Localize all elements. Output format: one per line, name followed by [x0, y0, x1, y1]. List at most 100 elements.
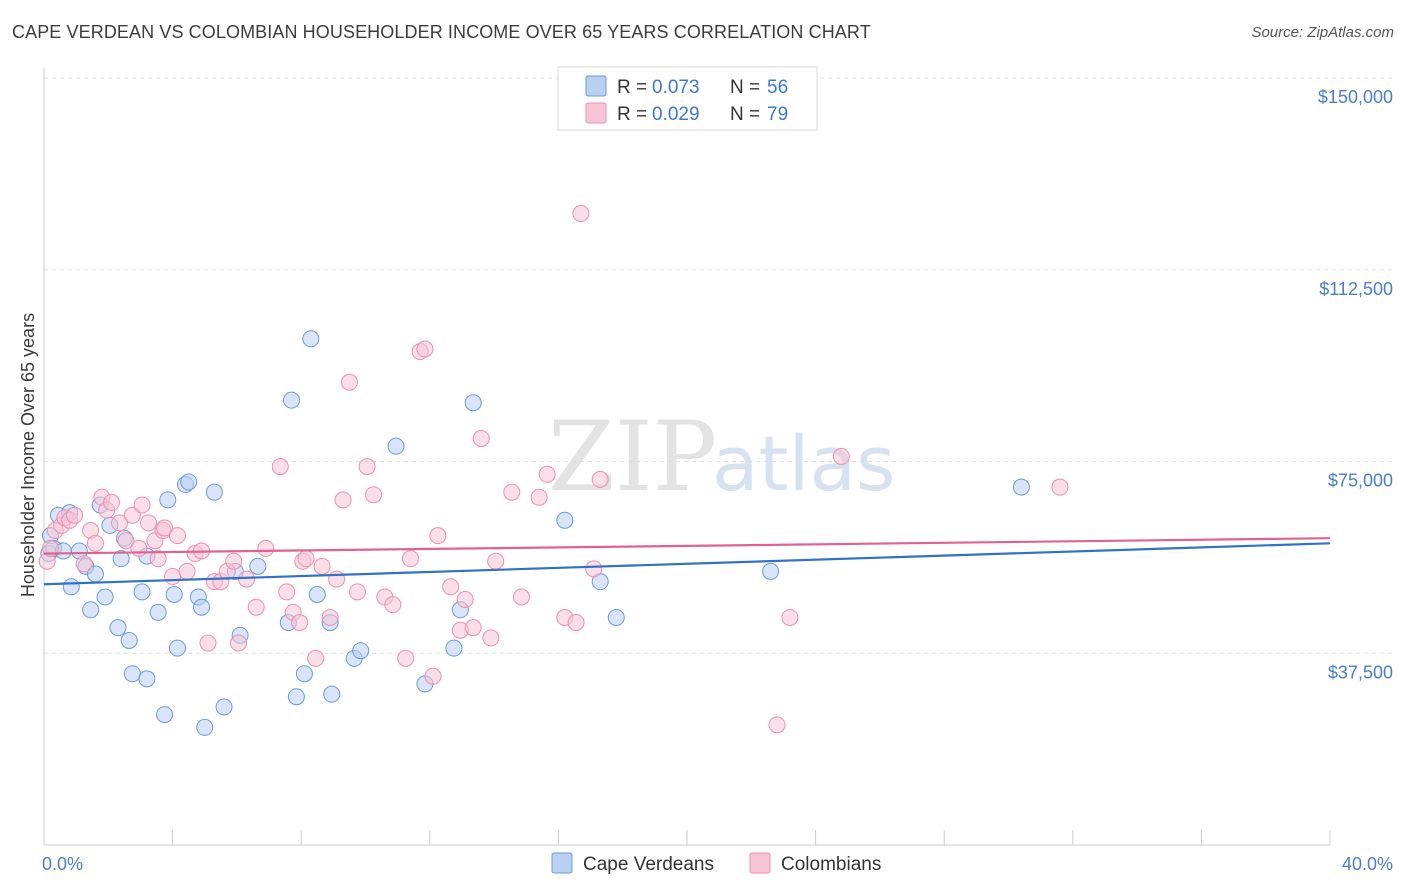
y-tick-label-0: $150,000 [1318, 87, 1393, 107]
x-tick-label-min: 0.0% [42, 854, 83, 874]
watermark-zip: ZIP [548, 401, 717, 513]
colombian-point-70 [538, 465, 556, 483]
colombian-point-58 [424, 667, 442, 685]
colombian-point-7 [75, 555, 93, 573]
colombian-point-35 [247, 598, 265, 616]
cape-verdean-point-15 [112, 550, 130, 568]
cape-verdean-point-46 [352, 642, 370, 660]
colombian-point-57 [416, 340, 434, 358]
colombian-point-38 [278, 583, 296, 601]
colombian-point-67 [503, 483, 521, 501]
cape-verdean-point-47 [387, 437, 405, 455]
colombian-point-74 [585, 560, 603, 578]
colombian-point-45 [321, 608, 339, 626]
colombian-point-12 [103, 493, 121, 511]
colombian-point-32 [225, 552, 243, 570]
colombian-point-76 [768, 716, 786, 734]
cape-verdean-point-33 [215, 698, 233, 716]
colombian-point-36 [257, 539, 275, 557]
cape-verdean-point-32 [205, 483, 223, 501]
colombian-point-16 [130, 539, 148, 557]
colombians-points [38, 205, 1069, 734]
cape-verdeans-points [40, 330, 1030, 736]
legend-r-value-blue: 0.073 [652, 77, 700, 98]
cape-verdean-point-49 [445, 639, 463, 657]
colombian-point-28 [199, 634, 217, 652]
legend-swatch-pink [585, 102, 607, 124]
colombian-point-9 [86, 534, 104, 552]
colombian-point-24 [168, 527, 186, 545]
colombian-point-34 [238, 570, 256, 588]
cape-verdean-point-23 [156, 706, 174, 724]
cape-verdean-point-38 [283, 391, 301, 409]
chart-title: CAPE VERDEAN VS COLOMBIAN HOUSEHOLDER IN… [12, 22, 871, 42]
colombian-point-25 [178, 562, 196, 580]
colombian-point-53 [384, 596, 402, 614]
x-tick-labels: 0.0% 40.0% [42, 854, 1393, 874]
colombian-point-69 [530, 488, 548, 506]
x-tick-label-max: 40.0% [1342, 854, 1393, 874]
colombian-point-60 [442, 578, 460, 596]
legend-n-value-blue: 56 [767, 77, 788, 98]
colombian-point-65 [482, 629, 500, 647]
colombian-point-48 [340, 373, 358, 391]
colombian-point-20 [149, 550, 167, 568]
colombian-point-46 [328, 570, 346, 588]
cape-verdean-point-54 [607, 608, 625, 626]
colombian-point-6 [66, 506, 84, 524]
cape-verdean-point-17 [120, 631, 138, 649]
cape-verdean-point-26 [168, 639, 186, 657]
colombian-point-59 [429, 527, 447, 545]
colombian-point-33 [230, 634, 248, 652]
axes [43, 68, 1331, 846]
trend-lines [43, 537, 1331, 586]
colombian-point-37 [271, 458, 289, 476]
colombian-point-55 [402, 550, 420, 568]
legend-n-label-pink: N = [730, 104, 760, 125]
legend-swatch-blue [585, 75, 607, 97]
y-tick-label-3: $37,500 [1328, 662, 1393, 682]
colombian-point-17 [133, 496, 151, 514]
legend-n-label-blue: N = [730, 77, 760, 98]
cape-verdean-point-14 [109, 619, 127, 637]
colombian-point-14 [117, 532, 135, 550]
colombian-point-22 [156, 519, 174, 537]
legend-r-value-pink: 0.029 [652, 104, 700, 125]
colombian-point-79 [1051, 478, 1069, 496]
cape-verdean-point-31 [196, 718, 214, 736]
cape-verdean-point-6 [62, 578, 80, 596]
cape-verdean-point-51 [464, 394, 482, 412]
colombian-point-50 [358, 458, 376, 476]
y-tick-label-1: $112,500 [1319, 279, 1393, 299]
gridlines [44, 77, 1395, 654]
cape-verdean-point-42 [308, 585, 326, 603]
cape-verdean-point-25 [165, 585, 183, 603]
cape-verdean-point-28 [180, 473, 198, 491]
colombian-point-66 [487, 552, 505, 570]
colombian-point-77 [781, 608, 799, 626]
colombian-point-78 [832, 447, 850, 465]
colombian-point-40 [291, 614, 309, 632]
cape-verdean-point-30 [193, 598, 211, 616]
colombian-point-47 [334, 491, 352, 509]
cape-verdean-point-41 [302, 330, 320, 348]
colombian-point-44 [313, 557, 331, 575]
colombian-point-42 [297, 550, 315, 568]
colombian-point-68 [512, 588, 530, 606]
cape-verdean-point-12 [96, 588, 114, 606]
cape-verdean-point-52 [556, 511, 574, 529]
colombian-point-54 [397, 649, 415, 667]
y-tick-labels: $150,000 $112,500 $75,000 $37,500 [1318, 87, 1393, 682]
cape-verdean-point-24 [159, 491, 177, 509]
colombian-point-75 [591, 470, 609, 488]
series-legend-label-cape-verdeans: Cape Verdeans [583, 854, 714, 875]
cape-verdean-point-21 [138, 670, 156, 688]
colombian-point-43 [307, 649, 325, 667]
cape-verdean-point-44 [323, 685, 341, 703]
series-legend-swatch-colombians [749, 852, 771, 874]
cape-verdean-point-19 [133, 583, 151, 601]
y-axis-label: Householder Income Over 65 years [18, 313, 38, 597]
y-tick-label-2: $75,000 [1328, 471, 1393, 491]
colombian-point-18 [139, 514, 157, 532]
